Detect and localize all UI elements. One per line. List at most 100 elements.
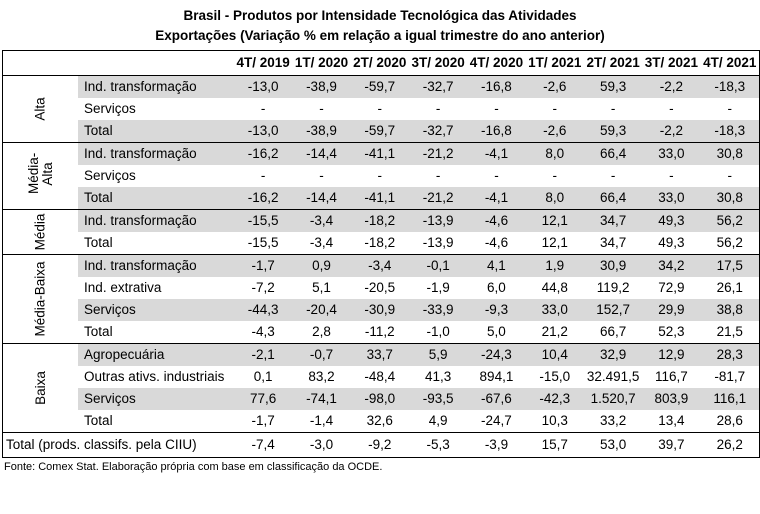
value-cell: 56,2	[700, 232, 760, 255]
value-cell: -13,0	[233, 120, 293, 143]
grand-total-value: -5,3	[408, 432, 468, 458]
value-cell: -0,7	[292, 343, 351, 366]
data-table: 4T/ 2019 1T/ 2020 2T/ 2020 3T/ 2020 4T/ 2020…	[1, 50, 760, 458]
value-cell: 116,7	[655, 369, 688, 384]
value-cell: -13,9	[408, 209, 468, 232]
value-cell: -	[435, 168, 441, 183]
row-label: Ind. transformação	[78, 254, 234, 277]
value-cell: -18,3	[700, 120, 760, 143]
value-cell: -	[552, 168, 558, 183]
value-cell: 12,1	[525, 209, 584, 232]
value-cell: -32,7	[408, 75, 468, 98]
value-cell: -9,3	[467, 299, 526, 321]
value-cell: -1,7	[233, 254, 293, 277]
value-cell: -11,2	[350, 321, 409, 344]
value-cell: -	[552, 101, 558, 116]
value-cell: -30,9	[350, 299, 409, 321]
table-row: Serviços -44,3 -20,4 -30,9 -33,9 -9,3 33,0 152,…	[3, 299, 760, 321]
value-cell: -2,2	[642, 75, 701, 98]
value-cell: -3,4	[292, 232, 351, 255]
value-cell: 0,1	[253, 369, 273, 384]
value-cell: -33,9	[408, 299, 468, 321]
value-cell: -1,4	[292, 410, 351, 433]
value-cell: -42,3	[525, 388, 584, 410]
value-cell: -	[377, 101, 383, 116]
table-row: Média-Alta Ind. transformação -16,2 -14,4 -4…	[2, 142, 760, 210]
row-label: Outras ativs. industriais	[84, 369, 225, 384]
row-label: Ind. transformação	[78, 142, 234, 165]
column-header: 4T/ 2020	[467, 50, 526, 76]
value-cell: 72,9	[658, 280, 685, 295]
value-cell: -41,1	[350, 142, 409, 165]
value-cell: -1,7	[233, 410, 293, 433]
value-cell: 59,3	[583, 120, 643, 143]
value-cell: 66,7	[583, 321, 643, 344]
column-header: 2T/ 2021	[583, 50, 643, 76]
column-header: 3T/ 2020	[408, 50, 468, 76]
table-row: Serviços 77,6 -74,1 -98,0 -93,5 -67,6 -42,3 1.5…	[3, 388, 760, 410]
value-cell: 44,8	[541, 280, 568, 295]
table-row: Baixa Agropecuária -2,1 -0,7 33,7 5,9 -24,3 10,…	[2, 343, 760, 433]
value-cell: -4,1	[467, 187, 526, 210]
value-cell: -2,6	[525, 120, 584, 143]
value-cell: 38,8	[700, 299, 760, 321]
value-cell: 49,3	[642, 209, 701, 232]
value-cell: -81,7	[700, 366, 760, 388]
value-cell: -3,4	[350, 254, 409, 277]
value-cell: 56,2	[700, 209, 760, 232]
value-cell: -2,6	[525, 75, 584, 98]
value-cell: -	[435, 101, 441, 116]
value-cell: 49,3	[642, 232, 701, 255]
value-cell: 8,0	[525, 142, 584, 165]
value-cell: -20,5	[364, 280, 396, 295]
value-cell: -	[610, 101, 616, 116]
value-cell: -	[319, 168, 324, 183]
value-cell: 5,0	[467, 321, 526, 344]
value-cell: 34,7	[583, 232, 643, 255]
value-cell: -18,2	[350, 232, 409, 255]
value-cell: -14,4	[292, 187, 351, 210]
value-cell: 66,4	[583, 187, 643, 210]
value-cell: -1,9	[426, 280, 450, 295]
grand-total-value: 39,7	[642, 432, 701, 458]
column-header: 4T/ 2021	[700, 50, 760, 76]
value-cell: -16,8	[467, 120, 526, 143]
value-cell: 34,7	[583, 209, 643, 232]
value-cell: -59,7	[350, 75, 409, 98]
value-cell: -0,1	[408, 254, 468, 277]
value-cell: -2,2	[642, 120, 701, 143]
grand-total-value: -9,2	[350, 432, 409, 458]
value-cell: 803,9	[642, 388, 701, 410]
row-label: Ind. transformação	[78, 75, 234, 98]
value-cell: 21,2	[525, 321, 584, 344]
row-label: Serviços	[78, 388, 234, 410]
value-cell: 33,0	[525, 299, 584, 321]
table-row: Média-Baixa Ind. transformação -1,7 0,9 -3,4…	[2, 254, 760, 344]
column-header: 1T/ 2020	[292, 50, 351, 76]
value-cell: -4,3	[233, 321, 293, 344]
row-label: Serviços	[84, 168, 136, 183]
value-cell: 59,3	[583, 75, 643, 98]
column-header: 1T/ 2021	[525, 50, 584, 76]
table-subtitle: Exportações (Variação % em relação a igu…	[155, 28, 605, 43]
value-cell: 5,9	[408, 343, 468, 366]
value-cell: 33,0	[642, 142, 701, 165]
row-label: Agropecuária	[78, 343, 234, 366]
value-cell: 21,5	[700, 321, 760, 344]
value-cell: 34,2	[642, 254, 701, 277]
value-cell: 26,1	[700, 277, 760, 299]
row-label: Total	[78, 120, 234, 143]
value-cell: -24,7	[467, 410, 526, 433]
value-cell: -15,5	[233, 232, 293, 255]
value-cell: -1,0	[408, 321, 468, 344]
category-cell: Alta	[2, 75, 79, 143]
value-cell: 33,2	[583, 410, 643, 433]
value-cell: -21,2	[408, 142, 468, 165]
value-cell: -	[610, 168, 616, 183]
value-cell: -93,5	[408, 388, 468, 410]
row-label: Ind. extrativa	[84, 280, 162, 295]
value-cell: 41,3	[424, 369, 452, 384]
value-cell: 4,1	[467, 254, 526, 277]
table-row: Outras ativs. industriais 0,1 83,2 -48,4 41,…	[3, 366, 760, 388]
table-row: Total -13,0 -38,9 -59,7 -32,7 -16,8 -2,6 59,3 -2…	[3, 120, 760, 143]
